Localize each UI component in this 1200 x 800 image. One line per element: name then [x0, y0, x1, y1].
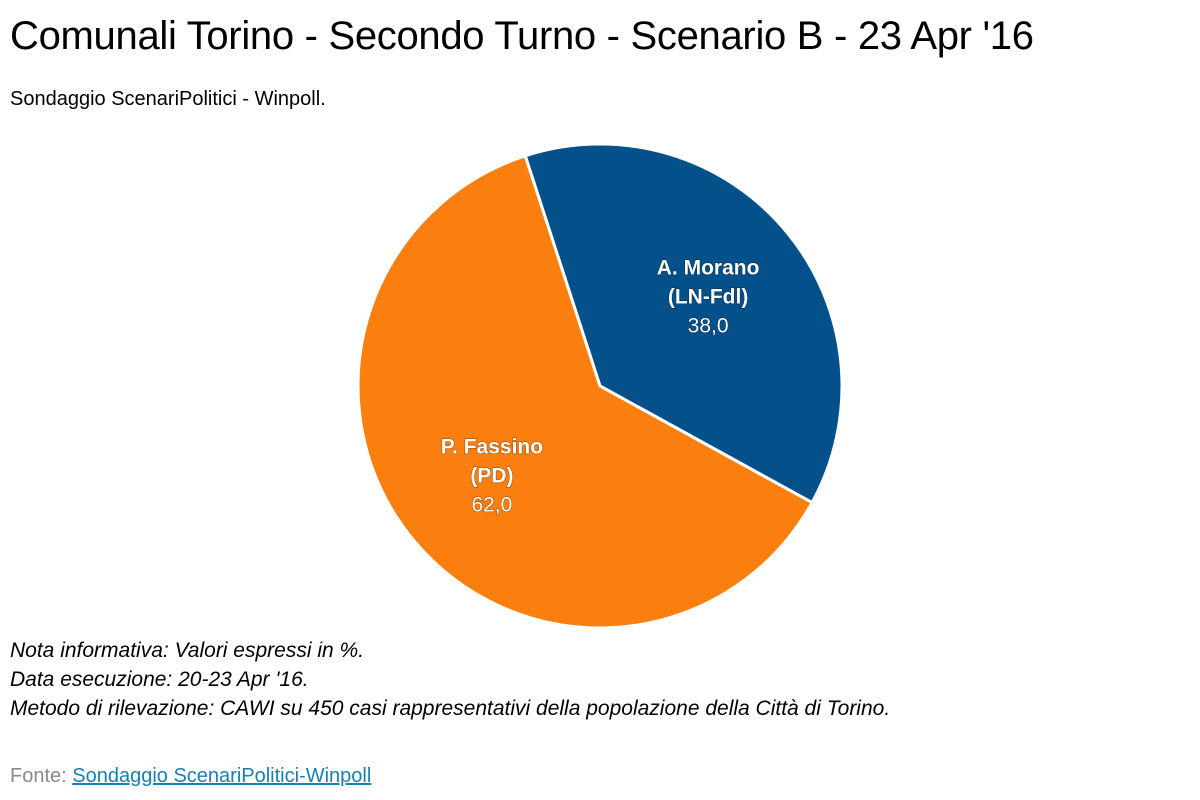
source: Fonte: Sondaggio ScenariPolitici-Winpoll — [10, 765, 371, 788]
slice-name: P. Fassino — [441, 436, 543, 459]
notes: Nota informativa: Valori espressi in %. … — [10, 636, 890, 723]
slice-label-1: A. Morano (LN-Fdl) 38,0 — [657, 257, 760, 338]
pie-slice-2[interactable] — [356, 154, 814, 630]
note-line-values: Nota informativa: Valori espressi in %. — [10, 639, 365, 662]
slice-label-2: P. Fassino (PD) 62,0 — [441, 436, 543, 517]
slice-name: (PD) — [470, 465, 513, 488]
slice-value: 62,0 — [471, 494, 512, 517]
pie-slice-1[interactable] — [523, 142, 844, 505]
source-link[interactable]: Sondaggio ScenariPolitici-Winpoll — [72, 765, 372, 787]
note-line-method: Metodo di rilevazione: CAWI su 450 casi … — [10, 697, 891, 720]
source-label: Fonte: — [10, 765, 73, 787]
slice-value: 38,0 — [688, 315, 729, 338]
note-line-date: Data esecuzione: 20-23 Apr '16. — [10, 668, 309, 691]
slice-name: A. Morano — [657, 257, 760, 280]
chart-title: Comunali Torino - Secondo Turno - Scenar… — [10, 14, 1034, 58]
chart-subtitle: Sondaggio ScenariPolitici - Winpoll. — [10, 88, 326, 110]
slice-name: (LN-Fdl) — [668, 286, 748, 309]
